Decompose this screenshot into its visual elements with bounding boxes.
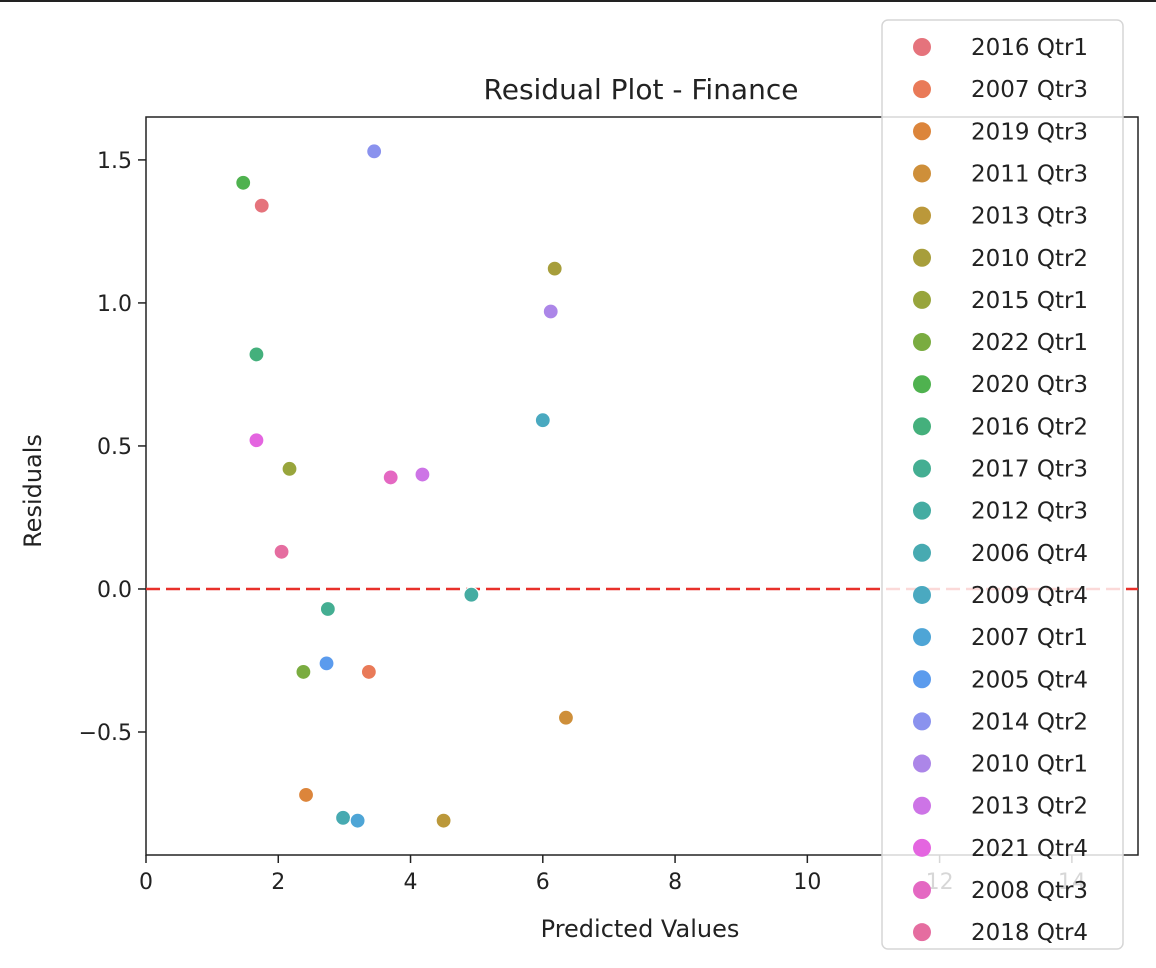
legend-marker-19 <box>913 838 931 857</box>
legend-frame <box>881 19 1124 950</box>
legend-label-9: 2016 Qtr2 <box>971 414 1088 440</box>
data-point-19 <box>248 432 265 449</box>
legend-label-5: 2010 Qtr2 <box>971 246 1088 272</box>
legend-marker-12 <box>913 543 931 562</box>
legend-marker-9 <box>913 417 931 436</box>
legend-label-14: 2007 Qtr1 <box>971 625 1088 651</box>
data-point-7 <box>295 663 312 681</box>
legend-marker-7 <box>913 333 931 352</box>
legend-label-13: 2009 Qtr4 <box>971 583 1088 609</box>
legend-label-3: 2011 Qtr3 <box>971 161 1088 187</box>
legend-marker-6 <box>913 290 931 309</box>
x-tick-label-0: 0 <box>139 870 153 895</box>
data-point-18 <box>414 466 431 483</box>
legend-label-20: 2008 Qtr3 <box>971 878 1088 904</box>
data-point-17 <box>542 303 559 320</box>
legend-label-17: 2010 Qtr1 <box>971 752 1088 778</box>
legend-label-18: 2013 Qtr2 <box>971 794 1088 820</box>
data-point-14 <box>349 812 366 829</box>
data-point-3 <box>557 709 575 726</box>
data-point-2 <box>297 786 315 804</box>
x-tick-label-3: 6 <box>536 870 550 895</box>
legend-marker-8 <box>913 375 931 394</box>
legend-label-21: 2018 Qtr4 <box>971 920 1088 946</box>
legend-marker-15 <box>913 670 931 689</box>
x-tick-label-5: 10 <box>793 870 821 895</box>
legend-marker-2 <box>913 122 931 141</box>
legend-marker-16 <box>913 712 931 731</box>
x-axis-title: Predicted Values <box>541 915 740 943</box>
legend-marker-11 <box>913 501 931 520</box>
legend-label-12: 2006 Qtr4 <box>971 541 1088 567</box>
legend-label-0: 2016 Qtr1 <box>971 35 1088 61</box>
data-point-16 <box>366 143 383 160</box>
data-point-0 <box>253 197 270 214</box>
y-tick-label-3: 1.0 <box>97 292 132 317</box>
data-point-12 <box>334 809 352 826</box>
x-tick-label-1: 2 <box>271 870 285 895</box>
data-point-5 <box>546 260 563 277</box>
legend-marker-18 <box>913 796 931 815</box>
y-tick-label-2: 0.5 <box>97 435 132 460</box>
data-point-8 <box>235 174 252 191</box>
y-tick-label-0: −0.5 <box>79 721 132 746</box>
data-point-4 <box>435 812 452 829</box>
legend: 2016 Qtr1 2007 Qtr3 2019 Qtr3 2011 Qtr3 2013… <box>881 19 1124 950</box>
chart-title: Residual Plot - Finance <box>484 73 799 106</box>
legend-label-7: 2022 Qtr1 <box>971 330 1088 356</box>
y-tick-label-1: 0.0 <box>97 578 132 603</box>
data-point-6 <box>281 460 298 477</box>
legend-label-11: 2012 Qtr3 <box>971 499 1088 525</box>
legend-marker-5 <box>913 248 931 267</box>
top-border <box>0 0 1156 2</box>
data-point-11 <box>463 586 480 603</box>
data-point-13 <box>534 412 551 429</box>
legend-label-10: 2017 Qtr3 <box>971 457 1088 483</box>
legend-label-16: 2014 Qtr2 <box>971 709 1088 735</box>
y-tick-label-4: 1.5 <box>97 149 132 174</box>
legend-marker-21 <box>913 923 931 942</box>
x-tick-label-2: 4 <box>404 870 418 895</box>
data-point-15 <box>318 655 335 672</box>
legend-marker-4 <box>913 206 931 225</box>
legend-label-6: 2015 Qtr1 <box>971 288 1088 314</box>
legend-marker-0 <box>913 38 931 56</box>
legend-label-4: 2013 Qtr3 <box>971 204 1088 230</box>
y-axis-title: Residuals <box>19 434 47 548</box>
legend-label-19: 2021 Qtr4 <box>971 836 1088 862</box>
legend-label-1: 2007 Qtr3 <box>971 77 1088 103</box>
data-point-1 <box>360 663 377 681</box>
legend-marker-1 <box>913 80 931 99</box>
x-tick-label-4: 8 <box>668 870 682 895</box>
legend-marker-10 <box>913 459 931 478</box>
legend-label-15: 2005 Qtr4 <box>971 667 1088 693</box>
legend-marker-14 <box>913 628 931 647</box>
legend-label-8: 2020 Qtr3 <box>971 372 1088 398</box>
data-point-9 <box>248 346 265 363</box>
legend-label-2: 2019 Qtr3 <box>971 119 1088 145</box>
data-point-20 <box>382 469 399 486</box>
legend-marker-13 <box>913 585 931 604</box>
legend-marker-17 <box>913 754 931 773</box>
legend-marker-20 <box>913 881 931 899</box>
plot-frame <box>145 116 1139 856</box>
data-point-10 <box>319 600 336 618</box>
data-point-21 <box>273 543 290 560</box>
legend-marker-3 <box>913 164 931 183</box>
